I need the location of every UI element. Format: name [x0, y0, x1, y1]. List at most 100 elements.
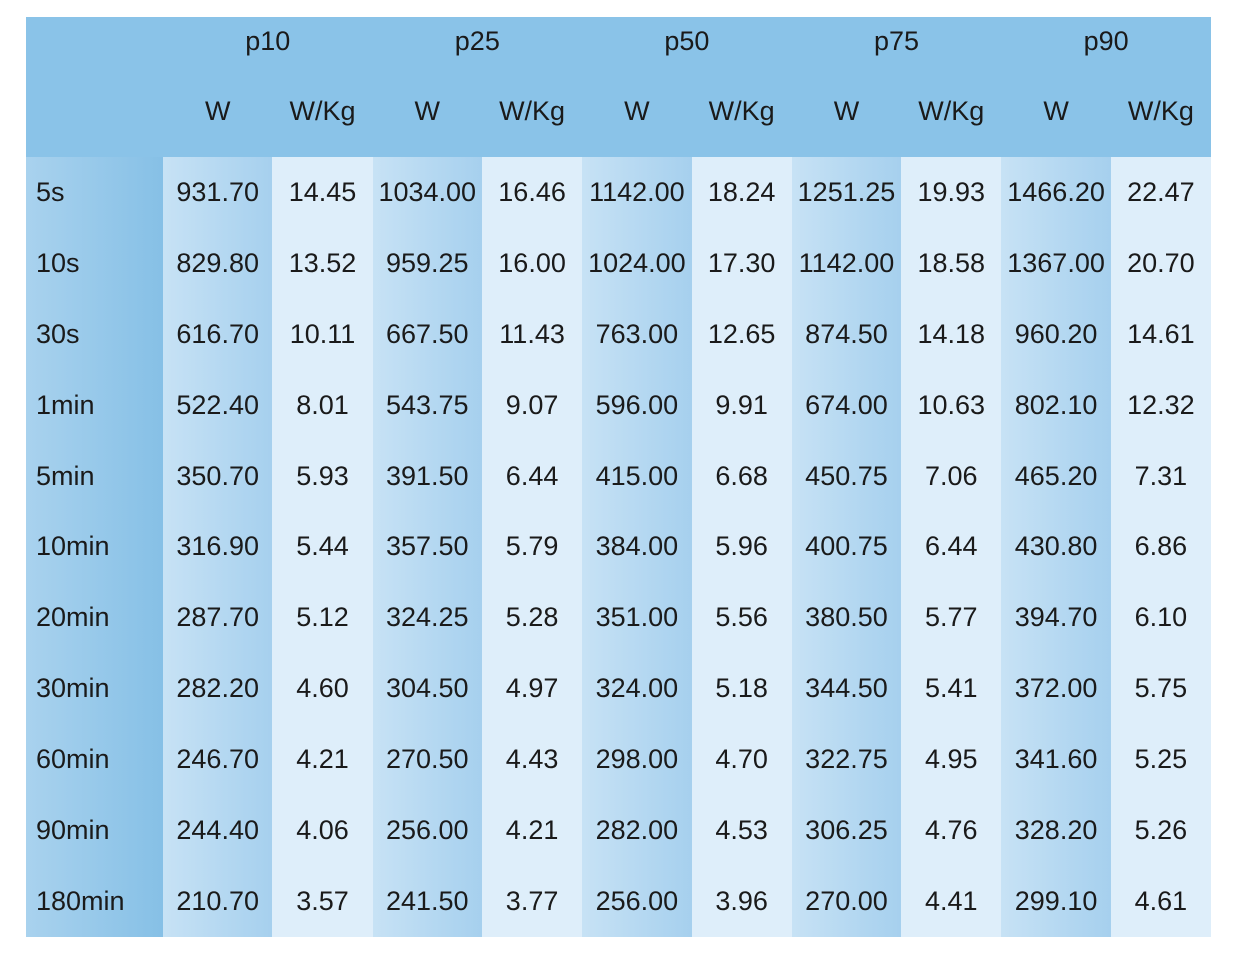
table-row: 30s 616.70 10.11 667.50 11.43 763.00 12.65 874.… [26, 298, 1211, 370]
watts-cell: 596.00 [582, 369, 692, 441]
table-row: 5s 931.70 14.45 1034.00 16.46 1142.00 18.24 125… [26, 157, 1211, 228]
watts-cell: 256.00 [582, 866, 692, 937]
watts-cell: 829.80 [162, 227, 273, 299]
watts-per-kg-cell: 5.41 [901, 653, 1002, 725]
table-row: 20min 287.70 5.12 324.25 5.28 351.00 5.56 380.5… [26, 582, 1211, 654]
watts-per-kg-cell: 5.12 [272, 582, 373, 654]
watts-per-kg-cell: 11.43 [482, 298, 583, 370]
watts-per-kg-cell: 5.26 [1110, 795, 1211, 867]
watts-per-kg-cell: 4.06 [272, 795, 373, 867]
watts-cell: 246.70 [162, 724, 273, 796]
watts-cell: 322.75 [791, 724, 902, 796]
watts-per-kg-cell: 18.58 [901, 227, 1002, 299]
watts-per-kg-cell: 19.93 [901, 157, 1002, 228]
watts-per-kg-cell: 22.47 [1110, 157, 1211, 228]
watts-cell: 1251.25 [791, 157, 902, 228]
table-row: 90min 244.40 4.06 256.00 4.21 282.00 4.53 306.2… [26, 795, 1211, 867]
watts-per-kg-cell: 14.45 [272, 157, 373, 228]
watts-per-kg-cell: 4.76 [901, 795, 1002, 867]
watts-per-kg-cell: 13.52 [272, 227, 373, 299]
watts-cell: 304.50 [372, 653, 483, 725]
watts-cell: 1142.00 [791, 227, 902, 299]
duration-label: 10min [26, 511, 163, 583]
watts-cell: 282.00 [582, 795, 692, 867]
percentile-header-p50: p50 [582, 17, 792, 65]
duration-label: 20min [26, 582, 163, 654]
watts-cell: 341.60 [1001, 724, 1111, 796]
watts-per-kg-cell: 12.65 [691, 298, 792, 370]
duration-label: 5s [26, 157, 163, 228]
watts-cell: 960.20 [1001, 298, 1111, 370]
watts-per-kg-cell: 8.01 [272, 369, 373, 441]
duration-label: 5min [26, 440, 163, 512]
watts-cell: 324.25 [372, 582, 483, 654]
watts-per-kg-cell: 16.46 [482, 157, 583, 228]
watts-cell: 674.00 [791, 369, 902, 441]
watts-cell: 763.00 [582, 298, 692, 370]
unit-header-watts-per-kg: W/Kg [691, 65, 792, 157]
unit-header-watts-per-kg: W/Kg [1110, 65, 1211, 157]
unit-header-watts: W [582, 65, 692, 157]
watts-per-kg-cell: 6.68 [691, 440, 792, 512]
unit-header-watts-per-kg: W/Kg [901, 65, 1002, 157]
corner-cell [26, 17, 163, 65]
watts-cell: 270.00 [791, 866, 902, 937]
watts-per-kg-cell: 5.75 [1110, 653, 1211, 725]
table-row: 60min 246.70 4.21 270.50 4.43 298.00 4.70 322.7… [26, 724, 1211, 796]
watts-per-kg-cell: 6.10 [1110, 582, 1211, 654]
watts-per-kg-cell: 10.11 [272, 298, 373, 370]
watts-per-kg-cell: 5.25 [1110, 724, 1211, 796]
duration-label: 180min [26, 866, 163, 937]
watts-cell: 430.80 [1001, 511, 1111, 583]
watts-cell: 351.00 [582, 582, 692, 654]
watts-cell: 1367.00 [1001, 227, 1111, 299]
watts-per-kg-cell: 4.53 [691, 795, 792, 867]
watts-per-kg-cell: 16.00 [482, 227, 583, 299]
unit-header-row: W W/Kg W W/Kg W W/Kg W W/Kg W W/Kg [26, 65, 1211, 157]
percentile-header-p75: p75 [791, 17, 1002, 65]
table-row: 10s 829.80 13.52 959.25 16.00 1024.00 17.30 114… [26, 227, 1211, 299]
table-row: 30min 282.20 4.60 304.50 4.97 324.00 5.18 344.5… [26, 653, 1211, 725]
duration-label: 30min [26, 653, 163, 725]
watts-per-kg-cell: 4.41 [901, 866, 1002, 937]
watts-cell: 1466.20 [1001, 157, 1111, 228]
watts-per-kg-cell: 3.57 [272, 866, 373, 937]
percentile-header-row: p10 p25 p50 p75 p90 [26, 17, 1211, 65]
watts-cell: 874.50 [791, 298, 902, 370]
watts-per-kg-cell: 5.96 [691, 511, 792, 583]
watts-per-kg-cell: 5.77 [901, 582, 1002, 654]
watts-per-kg-cell: 17.30 [691, 227, 792, 299]
watts-cell: 344.50 [791, 653, 902, 725]
unit-header-watts: W [372, 65, 483, 157]
watts-per-kg-cell: 9.91 [691, 369, 792, 441]
watts-cell: 328.20 [1001, 795, 1111, 867]
watts-cell: 1142.00 [582, 157, 692, 228]
duration-label: 1min [26, 369, 163, 441]
unit-header-watts: W [162, 65, 273, 157]
watts-per-kg-cell: 3.77 [482, 866, 583, 937]
watts-cell: 1024.00 [582, 227, 692, 299]
watts-cell: 1034.00 [372, 157, 483, 228]
table-row: 10min 316.90 5.44 357.50 5.79 384.00 5.96 400.7… [26, 511, 1211, 583]
watts-per-kg-cell: 4.95 [901, 724, 1002, 796]
watts-cell: 380.50 [791, 582, 902, 654]
watts-cell: 543.75 [372, 369, 483, 441]
watts-per-kg-cell: 5.44 [272, 511, 373, 583]
unit-header-watts-per-kg: W/Kg [272, 65, 373, 157]
watts-per-kg-cell: 9.07 [482, 369, 583, 441]
unit-header-watts: W [1001, 65, 1111, 157]
watts-cell: 306.25 [791, 795, 902, 867]
watts-per-kg-cell: 5.56 [691, 582, 792, 654]
watts-cell: 616.70 [162, 298, 273, 370]
watts-cell: 384.00 [582, 511, 692, 583]
duration-label: 10s [26, 227, 163, 299]
duration-label: 60min [26, 724, 163, 796]
watts-per-kg-cell: 7.06 [901, 440, 1002, 512]
watts-cell: 350.70 [162, 440, 273, 512]
watts-cell: 244.40 [162, 795, 273, 867]
watts-cell: 316.90 [162, 511, 273, 583]
watts-cell: 372.00 [1001, 653, 1111, 725]
watts-cell: 241.50 [372, 866, 483, 937]
percentile-header-p25: p25 [372, 17, 583, 65]
watts-cell: 450.75 [791, 440, 902, 512]
